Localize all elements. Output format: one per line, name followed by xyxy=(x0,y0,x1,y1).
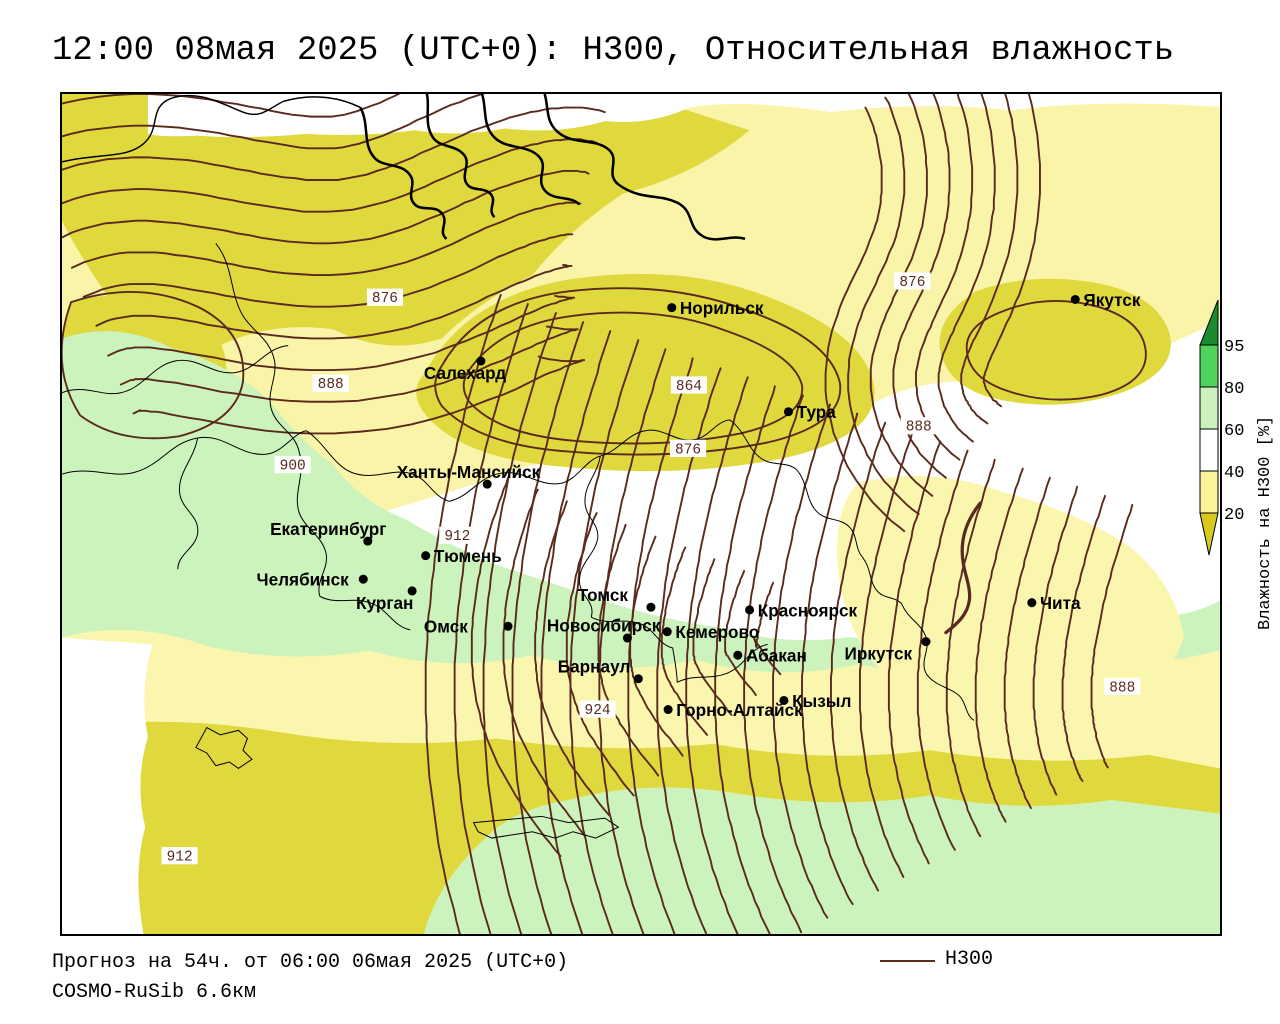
svg-text:Норильск: Норильск xyxy=(680,298,764,318)
svg-text:Красноярск: Красноярск xyxy=(758,600,858,620)
svg-text:876: 876 xyxy=(899,275,925,291)
svg-text:Кызыл: Кызыл xyxy=(792,691,851,711)
svg-text:924: 924 xyxy=(585,703,611,719)
svg-text:Тура: Тура xyxy=(797,402,837,422)
svg-text:Салехард: Салехард xyxy=(424,363,506,383)
svg-text:Курган: Курган xyxy=(356,593,413,613)
svg-text:876: 876 xyxy=(372,291,398,307)
svg-text:900: 900 xyxy=(280,459,306,475)
svg-text:Чита: Чита xyxy=(1040,593,1081,613)
svg-text:Влажность на H300 [%]: Влажность на H300 [%] xyxy=(1256,416,1275,630)
svg-text:Челябинск: Челябинск xyxy=(257,570,350,590)
svg-text:Якутск: Якутск xyxy=(1083,290,1140,310)
svg-text:888: 888 xyxy=(1109,680,1135,696)
svg-text:60: 60 xyxy=(1224,422,1244,441)
svg-text:888: 888 xyxy=(906,420,932,436)
svg-text:Тюмень: Тюмень xyxy=(434,546,502,566)
svg-text:Кемерово: Кемерово xyxy=(675,622,759,642)
svg-text:80: 80 xyxy=(1224,380,1244,399)
svg-text:40: 40 xyxy=(1224,464,1244,483)
svg-text:912: 912 xyxy=(444,529,470,545)
svg-text:20: 20 xyxy=(1224,506,1244,525)
svg-text:864: 864 xyxy=(676,379,702,395)
svg-text:Омск: Омск xyxy=(424,617,468,637)
svg-text:888: 888 xyxy=(318,377,344,393)
svg-text:912: 912 xyxy=(167,850,193,866)
svg-text:Барнаул: Барнаул xyxy=(558,656,631,676)
svg-text:Иркутск: Иркутск xyxy=(845,644,913,664)
svg-text:Екатеринбург: Екатеринбург xyxy=(270,519,386,539)
svg-text:Новосибирск: Новосибирск xyxy=(547,616,661,636)
svg-text:Ханты-Мансийск: Ханты-Мансийск xyxy=(397,462,541,482)
svg-text:95: 95 xyxy=(1224,338,1244,357)
svg-text:876: 876 xyxy=(675,442,701,458)
svg-text:Томск: Томск xyxy=(578,585,629,605)
svg-text:Абакан: Абакан xyxy=(746,646,807,666)
